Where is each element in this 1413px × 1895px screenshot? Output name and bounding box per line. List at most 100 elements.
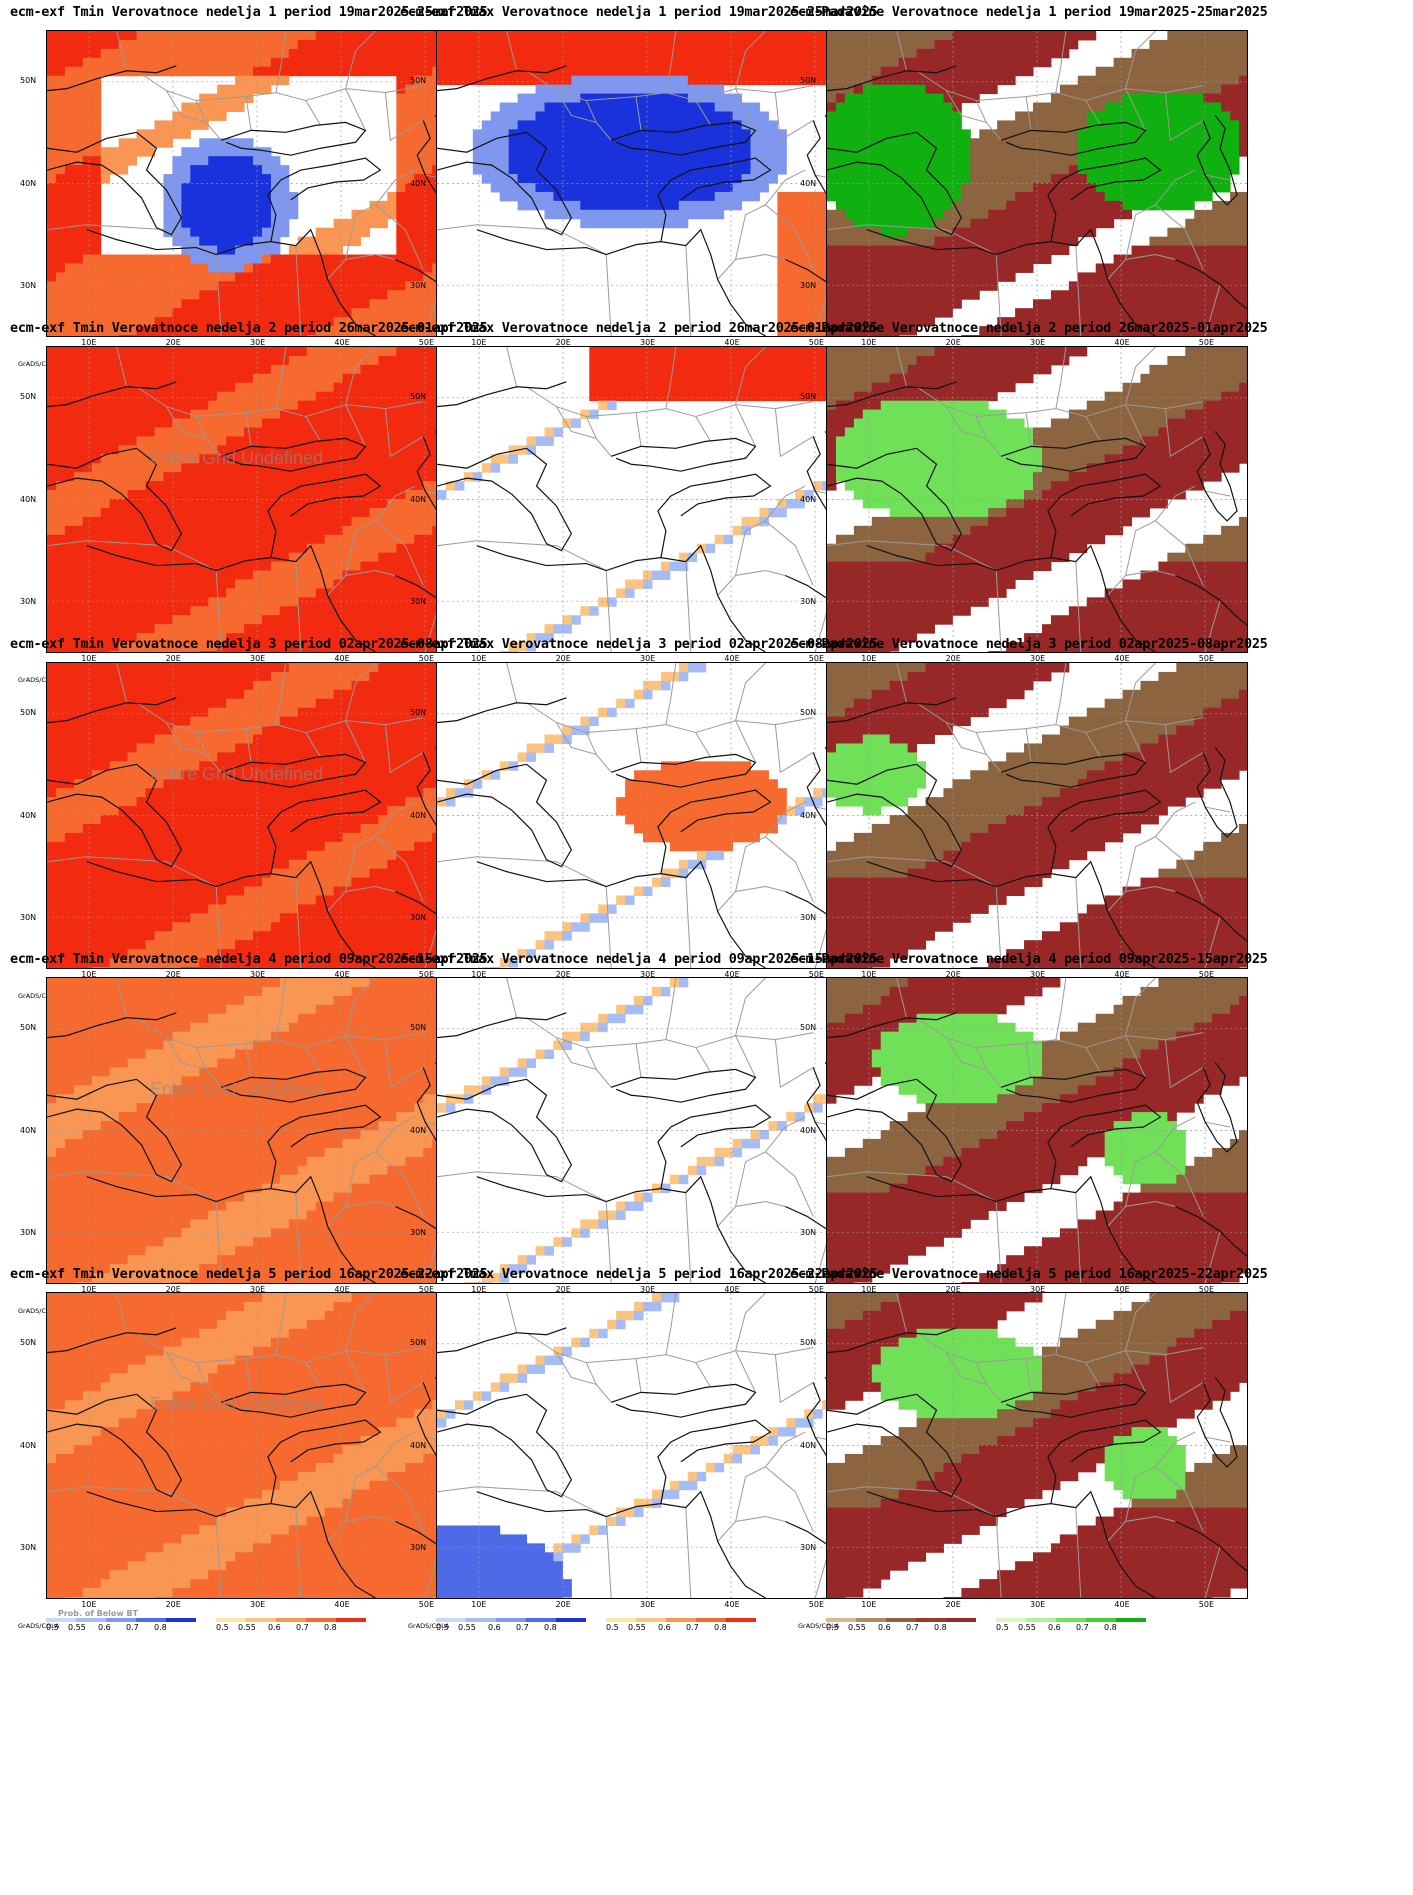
longitude-label: 30E (1030, 970, 1046, 979)
colorbar-strip (436, 1618, 586, 1622)
colorbar-below: 0.5 0.55 0.6 0.7 0.8 (826, 1609, 976, 1633)
colorbar-tick-label: 0.55 (238, 1623, 256, 1632)
longitude-label: 10E (471, 1600, 487, 1609)
longitude-label: 20E (165, 1285, 181, 1294)
longitude-label: 10E (861, 654, 877, 663)
colorbar-tick-label: 0.8 (544, 1623, 557, 1632)
colorbar-swatch (916, 1618, 946, 1622)
colorbar-below: 0.5 0.55 0.6 0.7 0.8 (436, 1609, 586, 1633)
latitude-label: 50N (410, 392, 427, 402)
probability-map (46, 1292, 468, 1599)
probability-map (826, 346, 1248, 653)
colorbar-tick-label: 0.55 (458, 1623, 476, 1632)
latitude-label: 40N (800, 1440, 817, 1450)
colorbar-tick-label: 0.7 (1076, 1623, 1089, 1632)
colorbar-tick-label: 0.7 (906, 1623, 919, 1632)
latitude-label: 50N (410, 1338, 427, 1348)
latitude-label: 40N (410, 1440, 427, 1450)
longitude-label: 40E (334, 338, 350, 347)
longitude-label: 40E (724, 1285, 740, 1294)
longitude-label: 30E (640, 338, 656, 347)
probability-map (436, 662, 858, 969)
longitude-label: 50E (1198, 338, 1215, 347)
longitude-label: 50E (418, 1285, 435, 1294)
colorbar-swatch (1116, 1618, 1146, 1622)
latitude-label: 40N (20, 178, 37, 188)
panel-title: ecm-exf Tmax Verovatnoce nedelja 1 perio… (400, 4, 878, 20)
colorbar-swatch (696, 1618, 726, 1622)
colorbar-tick-label: 0.7 (126, 1623, 139, 1632)
colorbar-tick-label: 0.6 (1048, 1623, 1061, 1632)
forecast-panel: ecm-Padavine Verovatnoce nedelja 4 perio… (790, 951, 1268, 1326)
colorbar-swatch (336, 1618, 366, 1622)
colorbar-swatch (856, 1618, 886, 1622)
probability-map (826, 30, 1248, 337)
probability-map (826, 977, 1248, 1284)
latitude-label: 50N (800, 76, 817, 86)
longitude-label: 50E (1198, 1600, 1215, 1609)
colorbar-swatch (996, 1618, 1026, 1622)
colorbar-tick-label: 0.6 (98, 1623, 111, 1632)
colorbar-title: Prob. of Below BT (58, 1609, 139, 1618)
colorbar-strip (46, 1618, 196, 1622)
longitude-label: 20E (945, 970, 961, 979)
longitude-label: 20E (165, 338, 181, 347)
colorbar-strip (996, 1618, 1146, 1622)
longitude-label: 50E (1198, 1285, 1215, 1294)
longitude-label: 40E (334, 1600, 350, 1609)
latitude-label: 40N (800, 178, 817, 188)
longitude-label: 50E (808, 654, 825, 663)
longitude-label: 20E (555, 654, 571, 663)
longitude-label: 30E (250, 1285, 266, 1294)
longitude-label: 20E (555, 970, 571, 979)
longitude-label: 10E (861, 338, 877, 347)
latitude-label: 40N (410, 810, 427, 820)
longitude-label: 40E (724, 970, 740, 979)
longitude-label: 10E (861, 1285, 877, 1294)
colorbar-above: 0.5 0.55 0.6 0.7 0.8 (606, 1609, 756, 1633)
colorbar-tick-label: 0.5 (216, 1623, 229, 1632)
longitude-label: 10E (861, 970, 877, 979)
probability-map (826, 662, 1248, 969)
colorbar-swatch (886, 1618, 916, 1622)
longitude-label: 50E (418, 970, 435, 979)
latitude-label: 30N (20, 1227, 37, 1237)
colorbar-above: 0.5 0.55 0.6 0.7 0.8 (216, 1609, 366, 1633)
longitude-label: 40E (1114, 970, 1130, 979)
forecast-panel: ecm-Padavine Verovatnoce nedelja 1 perio… (790, 4, 1268, 379)
latitude-label: 40N (800, 810, 817, 820)
latitude-label: 40N (20, 1440, 37, 1450)
colorbar-tick-label: 0.5 (46, 1623, 59, 1632)
longitude-label: 50E (418, 338, 435, 347)
latitude-label: 50N (410, 76, 427, 86)
colorbar-tick-label: 0.5 (436, 1623, 449, 1632)
latitude-label: 50N (800, 708, 817, 718)
colorbar-tick-label: 0.5 (826, 1623, 839, 1632)
colorbar-tick-label: 0.55 (68, 1623, 86, 1632)
colorbar-swatch (826, 1618, 856, 1622)
colorbar-swatch (216, 1618, 246, 1622)
panel-title: ecm-exf Tmax Verovatnoce nedelja 2 perio… (400, 320, 878, 336)
forecast-panel: ecm-exf Tmax Verovatnoce nedelja 2 perio… (400, 320, 878, 695)
panel-title: ecm-exf Tmin Verovatnoce nedelja 5 perio… (10, 1266, 488, 1282)
longitude-label: 10E (861, 1600, 877, 1609)
colorbar-tick-label: 0.7 (686, 1623, 699, 1632)
latitude-label: 40N (20, 1125, 37, 1135)
panel-title: ecm-exf Tmax Verovatnoce nedelja 4 perio… (400, 951, 878, 967)
colorbar-swatch (666, 1618, 696, 1622)
colorbar-swatch (436, 1618, 466, 1622)
colorbar-tick-label: 0.55 (1018, 1623, 1036, 1632)
longitude-label: 30E (1030, 1285, 1046, 1294)
panel-title: ecm-exf Tmin Verovatnoce nedelja 1 perio… (10, 4, 488, 20)
latitude-label: 30N (800, 1542, 817, 1552)
forecast-panel: ecm-Padavine Verovatnoce nedelja 3 perio… (790, 636, 1268, 1011)
latitude-label: 50N (410, 708, 427, 718)
longitude-label: 20E (165, 1600, 181, 1609)
undefined-grid-note: Entire Grid Undefined (150, 448, 324, 468)
longitude-label: 10E (471, 1285, 487, 1294)
longitude-label: 50E (808, 338, 825, 347)
longitude-label: 20E (555, 338, 571, 347)
latitude-label: 40N (20, 810, 37, 820)
undefined-grid-note: Entire Grid Undefined (150, 764, 324, 784)
longitude-label: 40E (334, 654, 350, 663)
